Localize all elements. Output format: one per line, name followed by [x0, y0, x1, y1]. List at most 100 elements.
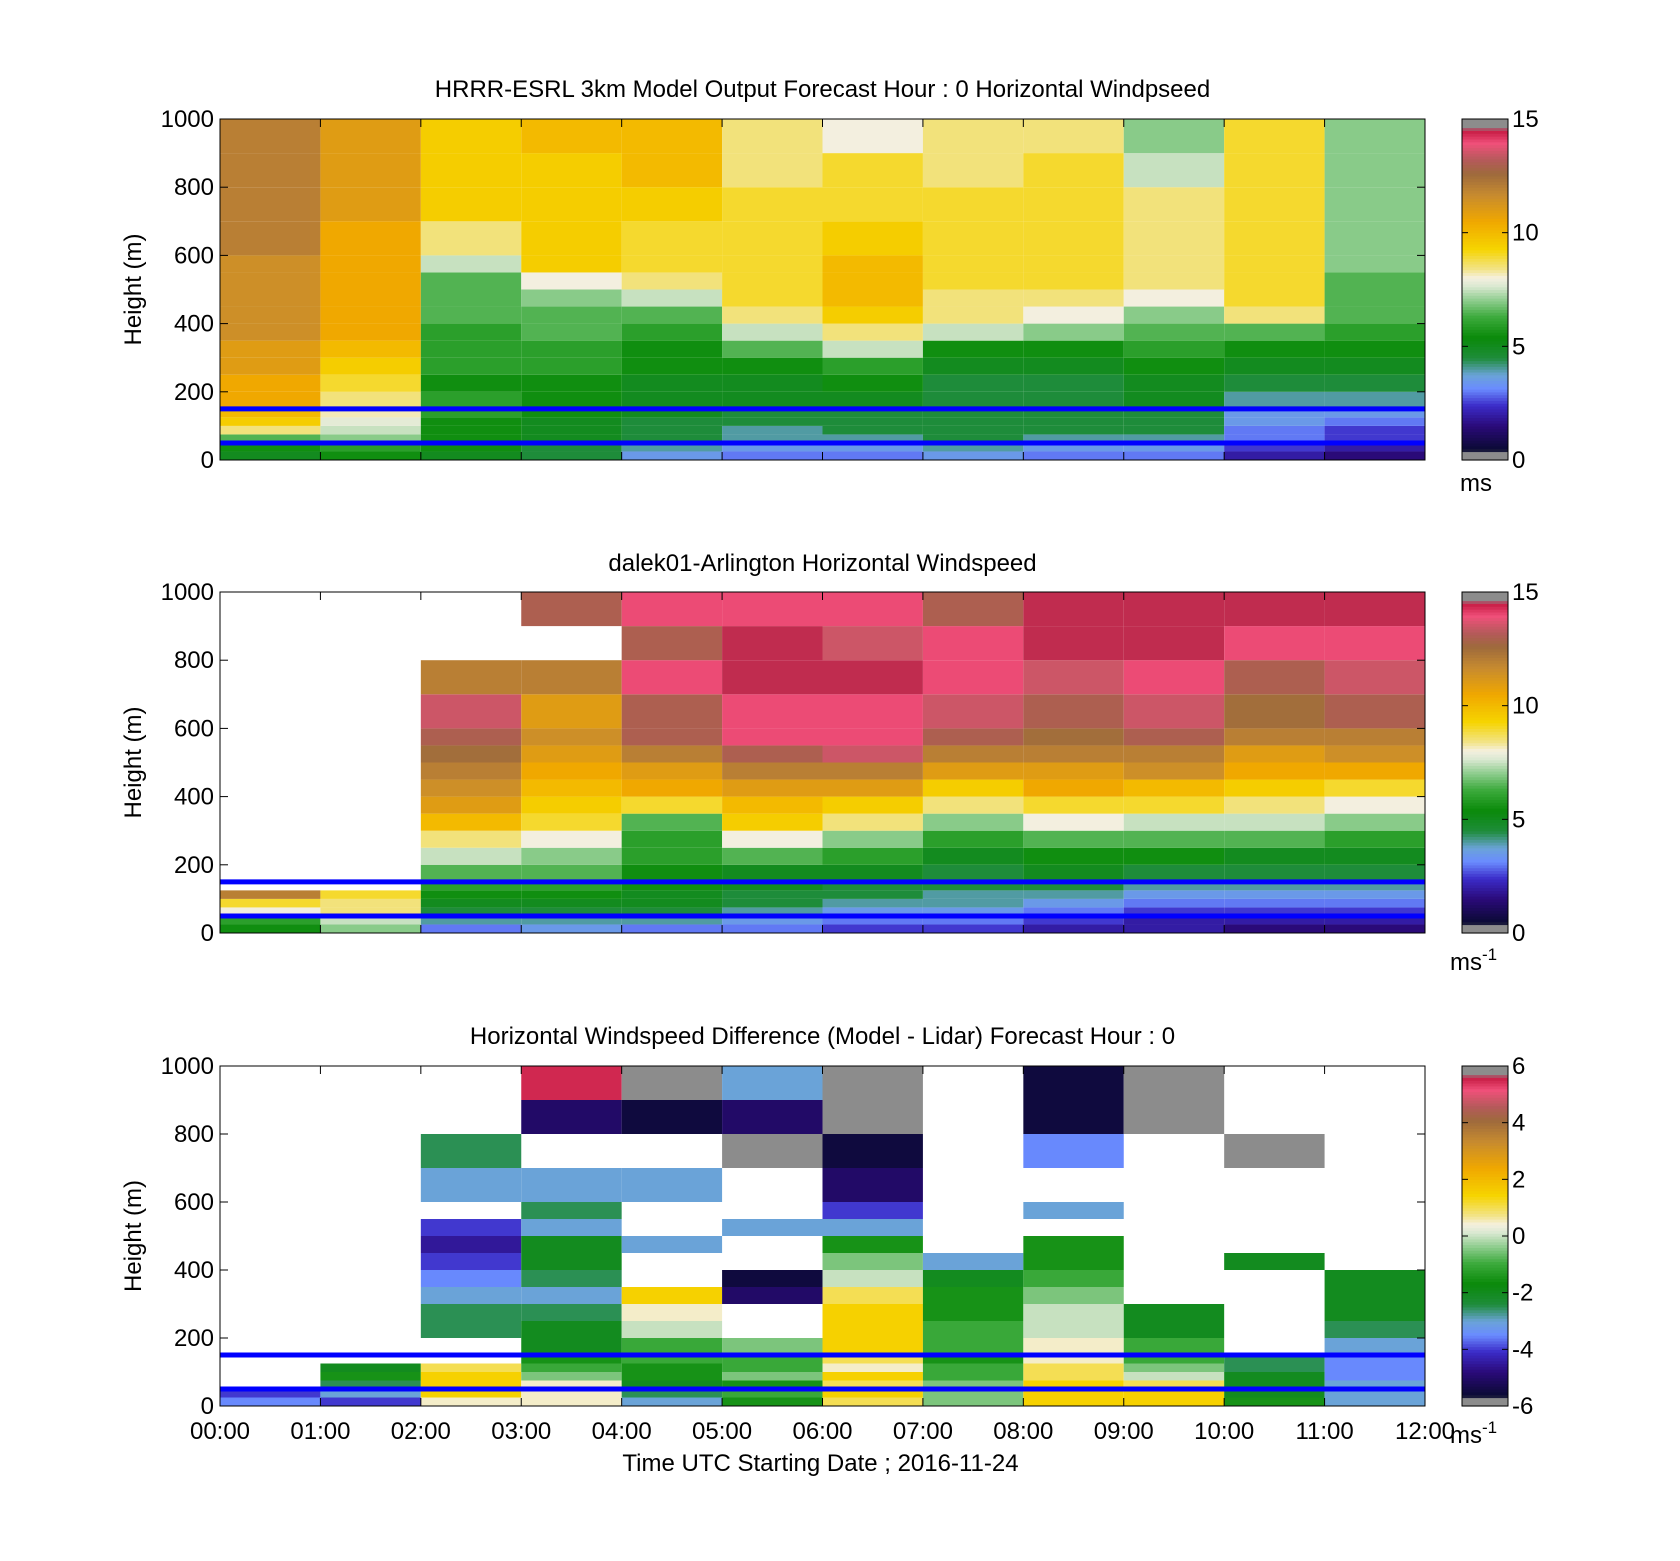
colorbar-segment: [1462, 218, 1508, 222]
colorbar-segment: [1462, 592, 1508, 596]
heatmap-cell: [621, 592, 723, 627]
colorbar-unit-base: ms: [1450, 1422, 1482, 1449]
heatmap-cell: [1123, 306, 1225, 324]
colorbar-segment: [1462, 924, 1508, 928]
heatmap-cell: [220, 417, 321, 426]
colorbar-segment: [1462, 807, 1508, 812]
colorbar-segment: [1462, 930, 1508, 934]
heatmap-cell: [922, 434, 1024, 443]
colorbar-segment: [1462, 1128, 1508, 1132]
colorbar-segment: [1462, 229, 1508, 234]
y-axis-ticks: 0 200 400 600 800 1000: [161, 1053, 1425, 1420]
colorbar-segment: [1462, 326, 1508, 330]
heatmap-cell: [822, 907, 923, 916]
heatmap-cell: [922, 391, 1024, 409]
heatmap-cell: [822, 1168, 923, 1202]
heatmap-cell: [1123, 1380, 1225, 1389]
heatmap-cell: [922, 187, 1024, 222]
heatmap-cell: [621, 255, 723, 273]
colorbar-segment: [1462, 1125, 1508, 1129]
heatmap-cell: [420, 1380, 522, 1389]
heatmap-cell: [722, 153, 823, 188]
heatmap-cell: [722, 408, 823, 418]
colorbar-segment: [1462, 1326, 1508, 1331]
heatmap-cell: [922, 728, 1024, 746]
colorbar: -6 -4 -2 0 2 4 6: [1461, 1053, 1533, 1420]
heatmap-cell: [420, 1372, 522, 1381]
y-axis-ticks: 0 200 400 600 800 1000: [161, 106, 1425, 474]
heatmap-cell: [1224, 1397, 1325, 1406]
heatmap-cell: [1023, 1304, 1124, 1321]
colorbar-segment: [1462, 864, 1508, 869]
heatmap-cell: [621, 762, 723, 780]
heatmap-cell: [922, 442, 1024, 452]
heatmap-cell: [822, 1236, 923, 1253]
colorbar-segment: [1462, 731, 1508, 735]
heatmap-cell: [1123, 1397, 1225, 1406]
colorbar-segment: [1462, 643, 1508, 647]
heatmap-cell: [1023, 813, 1124, 831]
colorbar-unit: ms-1: [1450, 945, 1497, 976]
heatmap-cell: [1023, 434, 1124, 443]
heatmap-cell: [420, 694, 522, 729]
colorbar-segment: [1462, 249, 1508, 254]
heatmap-cell: [420, 779, 522, 797]
heatmap-cell: [1224, 1389, 1325, 1398]
heatmap-cell: [722, 272, 823, 290]
colorbar-segment: [1462, 1207, 1508, 1212]
heatmap-cell: [922, 881, 1024, 891]
heatmap-cell: [1324, 417, 1425, 426]
colorbar-segment: [1462, 876, 1508, 880]
heatmap-cell: [722, 728, 823, 746]
colorbar-segment: [1462, 209, 1508, 214]
y-tick-label: 200: [174, 379, 214, 406]
heatmap-cell: [822, 323, 923, 341]
heatmap-cell: [922, 425, 1024, 435]
colorbar-segment: [1462, 1360, 1508, 1365]
heatmap-cell: [1224, 153, 1325, 188]
heatmap-cell: [1324, 323, 1425, 341]
heatmap-cell: [1224, 119, 1325, 154]
colorbar-segment: [1462, 232, 1508, 237]
heatmap-cell: [621, 745, 723, 763]
heatmap-cell: [1123, 1338, 1225, 1355]
heatmap-cell: [1224, 374, 1325, 392]
heatmap-cell: [1224, 864, 1325, 882]
heatmap-cell: [420, 881, 522, 891]
heatmap-cell: [1123, 417, 1225, 426]
colorbar-segment: [1462, 170, 1508, 174]
heatmap-cell: [320, 221, 421, 256]
heatmap-cell: [1324, 306, 1425, 324]
heatmap-cell: [420, 442, 522, 452]
heatmap-cell: [822, 434, 923, 443]
heatmap-cell: [621, 626, 723, 661]
heatmap-cell: [722, 1397, 823, 1406]
heatmap-cell: [722, 864, 823, 882]
x-axis-ticks: 00:00 01:00 02:00 03:00 04:00 05:00 06:00 07:00…: [190, 1066, 1455, 1445]
heatmap-cell: [822, 340, 923, 358]
colorbar-segment: [1462, 1219, 1508, 1223]
heatmap-cell: [521, 408, 622, 418]
heatmap-cell: [320, 1363, 421, 1372]
colorbar-segment: [1462, 1397, 1508, 1401]
colorbar-segment: [1462, 1338, 1508, 1342]
colorbar-segment: [1462, 309, 1508, 313]
chart-title: HRRR-ESRL 3km Model Output Forecast Hour…: [435, 76, 1210, 103]
heatmap-cell: [822, 1363, 923, 1372]
heatmap-cell: [521, 864, 622, 882]
colorbar-segment: [1462, 708, 1508, 712]
heatmap-cell: [1224, 425, 1325, 435]
colorbar-segment: [1462, 195, 1508, 200]
colorbar-segment: [1462, 1179, 1508, 1183]
colorbar-segment: [1462, 258, 1508, 262]
colorbar-segment: [1462, 1275, 1508, 1280]
heatmap-cell: [621, 1355, 723, 1364]
heatmap-cell: [621, 153, 723, 188]
heatmap-cell: [922, 907, 1024, 916]
colorbar-segment: [1462, 124, 1508, 129]
colorbar-segment: [1462, 890, 1508, 894]
colorbar-segment: [1462, 226, 1508, 231]
heatmap-cell: [922, 890, 1024, 899]
heatmap-cell: [1123, 924, 1225, 933]
heatmap-cell: [420, 1236, 522, 1253]
